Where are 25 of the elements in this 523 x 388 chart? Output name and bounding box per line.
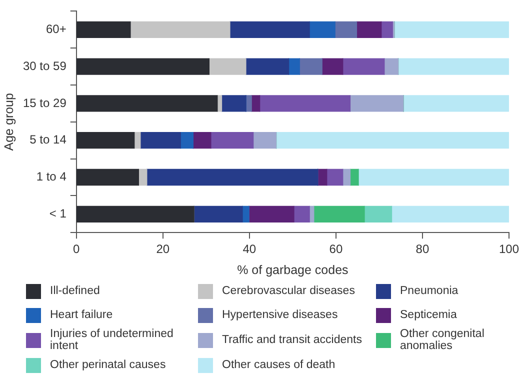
x-tick-label: 80	[416, 242, 430, 256]
x-axis-title: % of garbage codes	[237, 262, 348, 277]
legend-label: Septicemia	[400, 309, 457, 321]
legend-label: Traffic and transit accidents	[222, 334, 362, 346]
legend-label: Hypertensive diseases	[222, 309, 338, 321]
y-tick-label: < 1	[49, 206, 67, 220]
legend-label: Other causes of death	[222, 359, 336, 371]
x-tick-label: 20	[156, 242, 170, 256]
y-axis-title: Age group	[2, 93, 16, 151]
legend-label: Cerebrovascular diseases	[222, 285, 355, 297]
legend-label: Ill-defined	[50, 285, 100, 297]
legend-label: Other perinatal causes	[50, 359, 166, 371]
y-tick-label: 30 to 59	[22, 58, 67, 73]
x-tick-label: 60	[329, 242, 343, 256]
legend-label: Injuries of undetermined intent	[50, 328, 174, 352]
legend-label: Pneumonia	[400, 285, 458, 297]
y-tick-label: 15 to 29	[22, 96, 67, 110]
y-tick-label: 5 to 14	[30, 132, 67, 147]
legend-label: Heart failure	[50, 309, 113, 321]
x-tick-label: 100	[498, 242, 520, 256]
y-tick-label: 60+	[46, 22, 66, 36]
legend-label: Other congenital anomalies	[400, 328, 486, 352]
y-tick-label: 1 to 4	[36, 170, 67, 184]
x-tick-label: 40	[242, 242, 256, 256]
x-tick-label: 0	[73, 242, 80, 256]
